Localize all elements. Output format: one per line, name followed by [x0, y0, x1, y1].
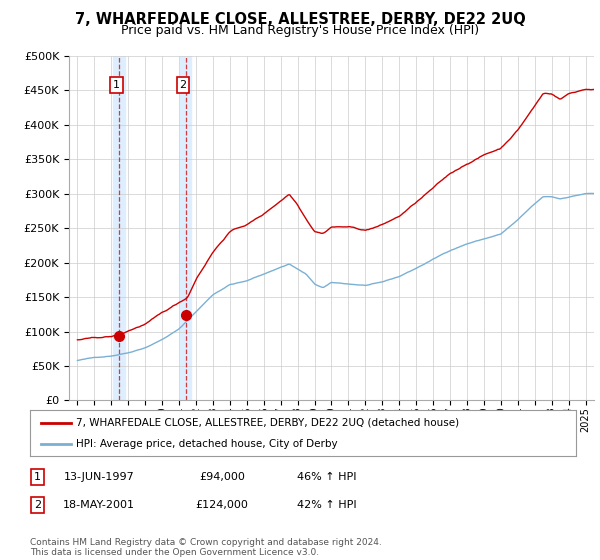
Text: £94,000: £94,000 [199, 472, 245, 482]
Text: 2: 2 [34, 500, 41, 510]
Text: 2: 2 [179, 80, 187, 90]
Text: £124,000: £124,000 [196, 500, 248, 510]
Bar [113, 56, 125, 400]
Text: Price paid vs. HM Land Registry's House Price Index (HPI): Price paid vs. HM Land Registry's House … [121, 24, 479, 36]
Bar [179, 56, 191, 400]
Text: 7, WHARFEDALE CLOSE, ALLESTREE, DERBY, DE22 2UQ (detached house): 7, WHARFEDALE CLOSE, ALLESTREE, DERBY, D… [76, 418, 460, 428]
Text: 1: 1 [113, 80, 120, 90]
Text: 18-MAY-2001: 18-MAY-2001 [63, 500, 135, 510]
Text: HPI: Average price, detached house, City of Derby: HPI: Average price, detached house, City… [76, 439, 338, 449]
Text: 42% ↑ HPI: 42% ↑ HPI [297, 500, 357, 510]
Text: 1: 1 [34, 472, 41, 482]
Text: 13-JUN-1997: 13-JUN-1997 [64, 472, 134, 482]
Text: 46% ↑ HPI: 46% ↑ HPI [297, 472, 357, 482]
Text: Contains HM Land Registry data © Crown copyright and database right 2024.
This d: Contains HM Land Registry data © Crown c… [30, 538, 382, 557]
Text: 7, WHARFEDALE CLOSE, ALLESTREE, DERBY, DE22 2UQ: 7, WHARFEDALE CLOSE, ALLESTREE, DERBY, D… [74, 12, 526, 27]
